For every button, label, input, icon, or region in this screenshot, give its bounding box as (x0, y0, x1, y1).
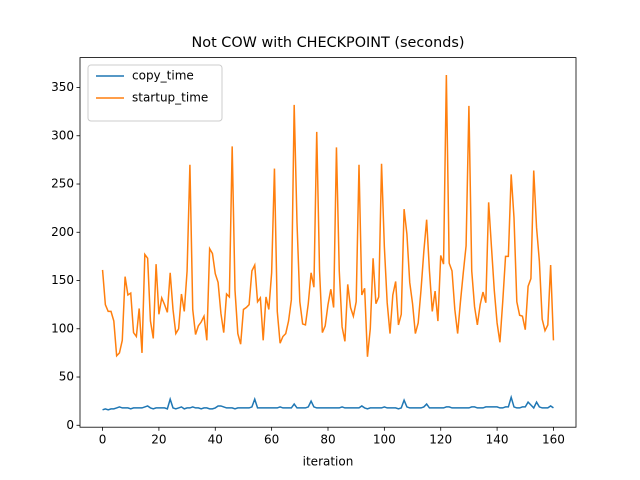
y-tick-label: 100 (51, 321, 74, 335)
data-line (102, 394, 554, 411)
data-line (101, 74, 555, 358)
x-axis-label: iteration (303, 455, 354, 469)
x-tick-label: 40 (208, 433, 223, 447)
y-tick-label: 250 (51, 177, 74, 191)
y-tick-label: 300 (51, 128, 74, 142)
x-tick-label: 100 (373, 433, 396, 447)
plot-area (101, 74, 555, 411)
x-tick-label: 80 (320, 433, 335, 447)
legend-label: copy_time (132, 69, 194, 83)
y-tick-label: 200 (51, 225, 74, 239)
y-tick-label: 150 (51, 273, 74, 287)
y-tick-label: 50 (59, 370, 74, 384)
y-tick-label: 0 (66, 418, 74, 432)
x-tick-label: 160 (542, 433, 565, 447)
x-tick-label: 20 (151, 433, 166, 447)
y-tick-label: 350 (51, 80, 74, 94)
legend-box (87, 64, 223, 122)
x-tick-label: 0 (99, 433, 107, 447)
x-tick-label: 60 (264, 433, 279, 447)
x-tick-label: 140 (486, 433, 509, 447)
legend-label: startup_time (132, 91, 208, 105)
x-tick-label: 120 (429, 433, 452, 447)
chart-title: Not COW with CHECKPOINT (seconds) (192, 35, 465, 51)
